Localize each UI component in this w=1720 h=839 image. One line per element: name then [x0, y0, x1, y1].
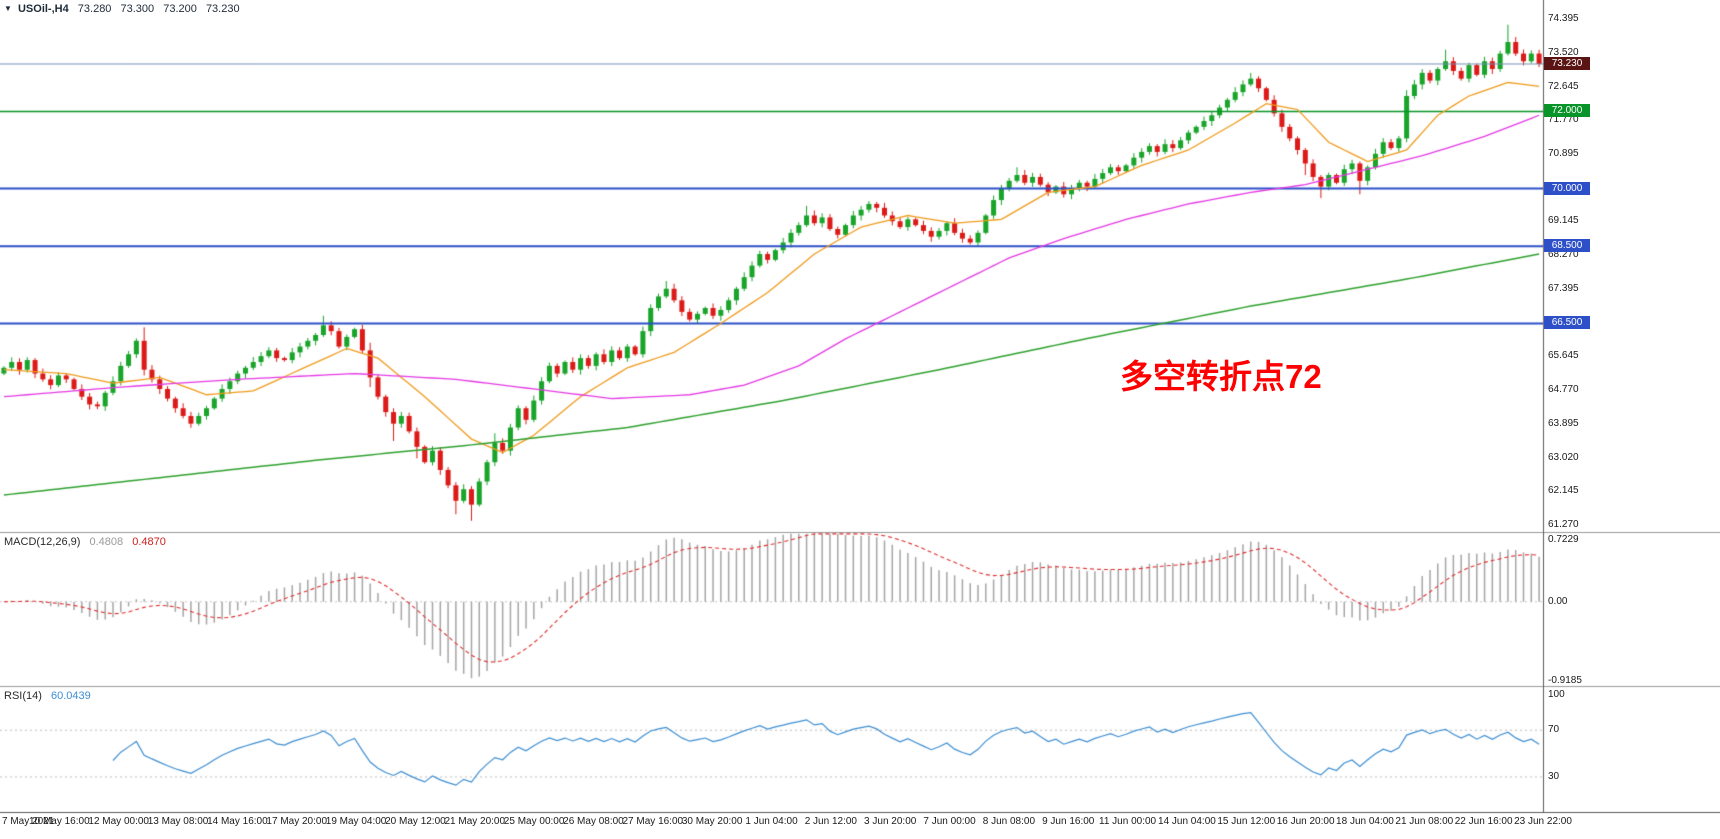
rsi-scale-label: 100	[1548, 689, 1565, 701]
macd-scale-label: 0.00	[1548, 595, 1568, 607]
time-axis-label: 21 Jun 08:00	[1395, 816, 1454, 827]
time-axis-label: 20 May 12:00	[385, 816, 446, 827]
price-axis-label: 63.895	[1548, 417, 1579, 429]
ohlc-close-value: 73.230	[205, 3, 240, 15]
price-axis-label: 62.145	[1548, 485, 1579, 497]
macd-indicator-label: MACD(12,26,9) 0.4808 0.4870	[4, 536, 166, 548]
macd-main-value: 0.4808	[89, 536, 124, 548]
price-axis-label: 68.270	[1548, 249, 1579, 261]
ohlc-high-value: 73.300	[120, 3, 155, 15]
time-axis-label: 18 Jun 04:00	[1336, 816, 1394, 827]
price-axis-label: 71.770	[1548, 114, 1579, 126]
rsi-scale-label: 70	[1548, 724, 1560, 736]
rsi-indicator-label: RSI(14) 60.0439	[4, 690, 91, 702]
rsi-value: 60.0439	[50, 690, 91, 702]
time-axis-label: 10 May 16:00	[29, 816, 90, 827]
price-axis-label: 61.270	[1548, 519, 1579, 531]
ohlc-open-value: 73.280	[77, 3, 112, 15]
time-axis-label: 11 Jun 00:00	[1099, 816, 1157, 827]
time-axis-label: 14 May 16:00	[207, 816, 268, 827]
symbol-period-label: USOil-,H4	[17, 3, 69, 15]
time-axis-label: 16 Jun 20:00	[1276, 816, 1335, 827]
macd-signal-value: 0.4870	[132, 536, 166, 548]
time-axis-label: 30 May 20:00	[681, 816, 743, 827]
time-axis-label: 17 May 20:00	[266, 816, 328, 827]
price-axis-label: 64.770	[1548, 384, 1579, 396]
price-axis-label: 63.020	[1548, 451, 1579, 463]
level-price-badge: 70.000	[1544, 181, 1590, 195]
price-axis-label: 65.645	[1548, 350, 1579, 362]
ohlc-low-value: 73.200	[163, 3, 197, 15]
macd-scale-label: -0.9185	[1548, 674, 1582, 686]
time-axis-label: 25 May 00:00	[503, 816, 565, 827]
time-axis-label: 27 May 16:00	[622, 816, 684, 827]
time-axis-label: 21 May 20:00	[444, 816, 506, 827]
price-axis-label: 67.395	[1548, 282, 1579, 294]
price-axis-label: 70.895	[1548, 148, 1579, 159]
chart-annotation: 多空转折点72	[1120, 358, 1322, 395]
time-axis-label: 7 Jun 00:00	[923, 816, 976, 827]
price-axis-label: 73.520	[1548, 46, 1579, 58]
level-price-badge: 66.500	[1544, 316, 1590, 330]
time-axis-label: 12 May 00:00	[88, 816, 149, 827]
time-axis-label: 26 May 08:00	[563, 816, 624, 827]
time-axis-label: 8 Jun 08:00	[982, 816, 1036, 827]
level-price-badge: 72.000	[1544, 104, 1590, 118]
time-axis-label: 19 May 04:00	[325, 816, 387, 827]
time-axis-label: 3 Jun 20:00	[864, 816, 917, 827]
symbol-info: ▼ USOil-,H4 73.280 73.300 73.200 73.230	[4, 3, 240, 15]
macd-name: MACD(12,26,9)	[4, 536, 81, 548]
time-axis-label: 22 Jun 16:00	[1454, 816, 1513, 827]
macd-scale-label: 0.7229	[1548, 533, 1579, 545]
time-axis-label: 1 Jun 04:00	[745, 816, 798, 827]
price-axis-label: 69.145	[1548, 215, 1579, 227]
rsi-name: RSI(14)	[4, 690, 42, 702]
collapse-chart-icon[interactable]: ▼	[4, 4, 12, 13]
time-axis-label: 2 Jun 12:00	[804, 816, 857, 827]
current-price-badge: 73.230	[1544, 56, 1590, 70]
time-axis-label: 13 May 08:00	[147, 816, 209, 827]
level-price-badge: 68.500	[1544, 239, 1590, 253]
price-axis-label: 74.395	[1548, 13, 1579, 25]
time-axis-label: 14 Jun 04:00	[1158, 816, 1216, 827]
time-axis-label: 15 Jun 12:00	[1217, 816, 1276, 827]
time-axis-label: 9 Jun 16:00	[1042, 816, 1095, 827]
time-axis-label: 7 May 2021	[2, 816, 55, 827]
price-axis-label: 72.645	[1548, 80, 1579, 92]
rsi-scale-label: 30	[1548, 770, 1560, 782]
time-axis-label: 23 Jun 22:00	[1514, 816, 1572, 827]
